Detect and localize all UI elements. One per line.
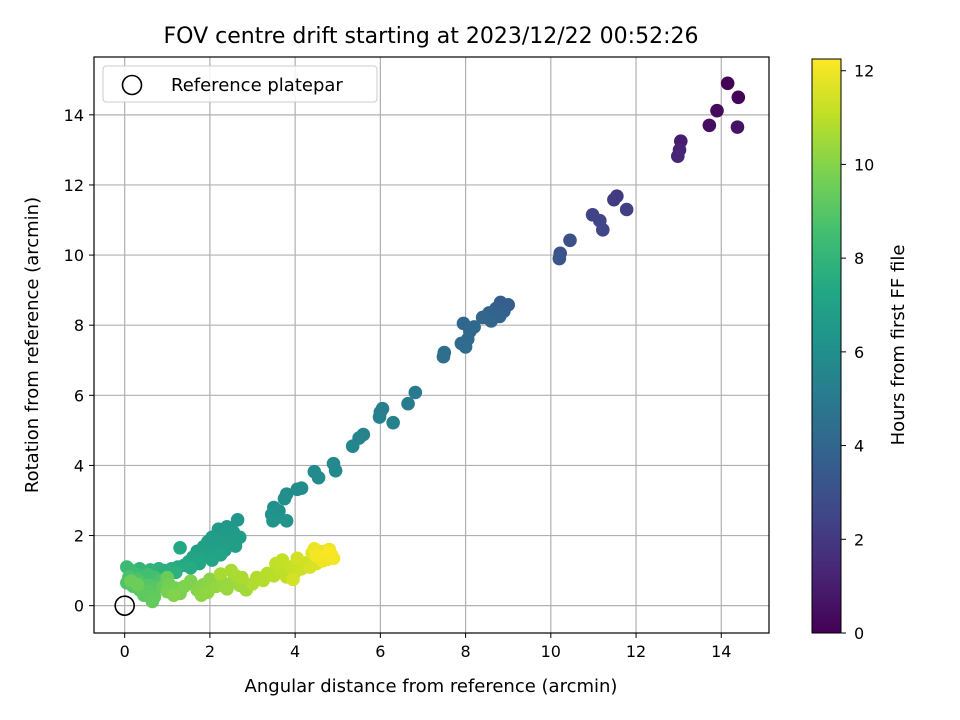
data-point (286, 572, 300, 587)
colorbar-tick-label: 0 (854, 624, 864, 643)
data-point (671, 149, 685, 164)
y-tick-label: 8 (74, 316, 84, 335)
data-point (408, 385, 423, 400)
x-tick-label: 14 (711, 642, 731, 661)
colorbar-gradient (811, 58, 842, 634)
data-point (224, 563, 239, 578)
data-point (205, 553, 219, 567)
legend-box (102, 65, 378, 103)
data-point (277, 491, 292, 506)
data-point (596, 223, 610, 237)
data-point (563, 233, 577, 248)
data-point (130, 577, 145, 592)
colorbar-tick-label: 8 (854, 249, 864, 268)
y-tick-label: 12 (64, 176, 84, 195)
colorbar-label: Hours from first FF file (888, 245, 909, 446)
data-point (372, 410, 387, 424)
data-points (114, 76, 746, 616)
data-point (328, 463, 343, 478)
data-point (145, 594, 160, 609)
data-point (401, 396, 415, 411)
data-point (173, 541, 187, 555)
y-axis-label: Rotation from reference (arcmin) (22, 197, 43, 493)
y-tick-label: 14 (64, 106, 84, 125)
data-point (607, 192, 621, 207)
x-axis-ticks: 0 2 4 6 8 10 12 14 (120, 633, 731, 661)
y-tick-label: 0 (74, 597, 84, 616)
colorbar-tick-label: 6 (854, 343, 864, 362)
data-point (730, 120, 745, 134)
y-tick-label: 6 (74, 386, 84, 405)
data-point (720, 76, 735, 91)
colorbar-tick-label: 2 (854, 530, 864, 549)
data-point (183, 560, 198, 575)
x-tick-label: 6 (375, 642, 385, 661)
colorbar-tick-label: 10 (854, 155, 874, 174)
legend: Reference platepar (102, 65, 378, 103)
colorbar-ticks: 0 2 4 6 8 10 12 (841, 62, 874, 643)
data-point (235, 570, 249, 585)
data-point (290, 551, 305, 566)
x-axis-label: Angular distance from reference (arcmin) (245, 676, 618, 697)
chart-title: FOV centre drift starting at 2023/12/22 … (164, 24, 699, 49)
legend-entry-label: Reference platepar (171, 75, 343, 96)
data-point (290, 482, 305, 497)
x-tick-label: 0 (120, 642, 130, 661)
y-axis-ticks: 0 2 4 6 8 10 12 14 (64, 106, 94, 616)
data-point (266, 514, 280, 528)
data-point (731, 90, 746, 105)
data-point (436, 349, 451, 364)
data-point (309, 549, 324, 563)
plot-area-frame (93, 56, 770, 634)
data-point (458, 340, 473, 354)
x-tick-label: 8 (460, 642, 470, 661)
data-point (702, 118, 717, 133)
x-tick-label: 4 (290, 642, 300, 661)
data-point (710, 103, 724, 118)
data-point (484, 314, 498, 328)
colorbar: 0 2 4 6 8 10 12 Hours from first FF file (811, 58, 909, 643)
data-point (345, 439, 360, 453)
data-point (619, 202, 634, 217)
data-point (311, 470, 326, 485)
colorbar-tick-label: 4 (854, 437, 864, 456)
y-tick-label: 4 (74, 456, 84, 475)
x-tick-label: 10 (541, 642, 561, 661)
x-tick-label: 12 (626, 642, 646, 661)
data-point (230, 512, 245, 527)
data-point (166, 588, 181, 602)
reference-platepar-marker (114, 595, 135, 616)
colorbar-tick-label: 12 (854, 62, 874, 81)
x-tick-label: 2 (205, 642, 215, 661)
legend-marker-icon (121, 74, 143, 96)
data-point (279, 514, 294, 528)
data-point (213, 567, 228, 581)
data-point (228, 539, 243, 553)
y-tick-label: 10 (64, 246, 84, 265)
data-point (552, 251, 567, 266)
data-point (386, 415, 400, 430)
data-point (321, 546, 336, 560)
y-tick-label: 2 (74, 527, 84, 546)
